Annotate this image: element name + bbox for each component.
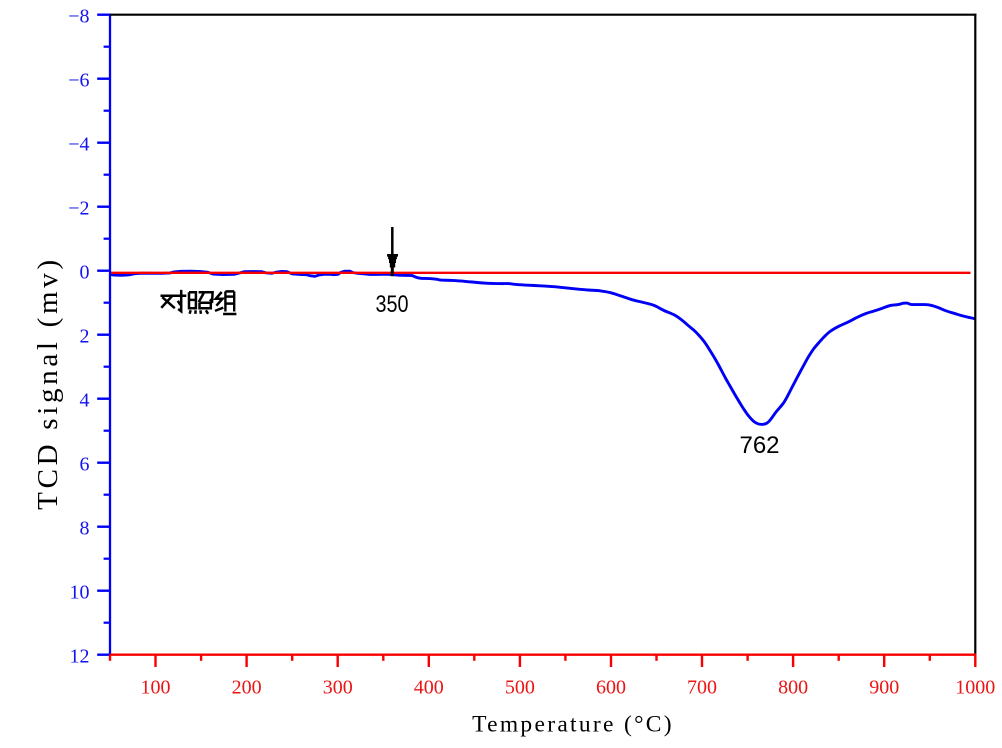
svg-text:700: 700 bbox=[687, 677, 717, 699]
svg-text:−2: −2 bbox=[68, 198, 89, 220]
svg-text:200: 200 bbox=[232, 677, 262, 699]
svg-text:10: 10 bbox=[70, 582, 90, 604]
svg-text:100: 100 bbox=[141, 677, 171, 699]
svg-text:−4: −4 bbox=[68, 134, 89, 156]
svg-text:4: 4 bbox=[80, 390, 90, 412]
svg-text:762: 762 bbox=[739, 432, 779, 459]
svg-text:2: 2 bbox=[80, 326, 90, 348]
svg-text:12: 12 bbox=[70, 646, 90, 668]
svg-text:350: 350 bbox=[376, 291, 409, 318]
svg-text:TCD signal (mv): TCD signal (mv) bbox=[32, 256, 64, 510]
svg-text:800: 800 bbox=[778, 677, 808, 699]
svg-text:300: 300 bbox=[323, 677, 353, 699]
svg-text:400: 400 bbox=[414, 677, 444, 699]
svg-text:−6: −6 bbox=[68, 70, 89, 92]
svg-text:0: 0 bbox=[80, 262, 90, 284]
svg-text:500: 500 bbox=[505, 677, 535, 699]
svg-text:Temperature (°C): Temperature (°C) bbox=[472, 712, 674, 738]
svg-text:1000: 1000 bbox=[955, 677, 995, 699]
svg-text:6: 6 bbox=[80, 454, 90, 476]
svg-text:900: 900 bbox=[869, 677, 899, 699]
svg-text:8: 8 bbox=[80, 518, 90, 540]
svg-text:600: 600 bbox=[596, 677, 626, 699]
svg-text:−8: −8 bbox=[68, 6, 89, 28]
